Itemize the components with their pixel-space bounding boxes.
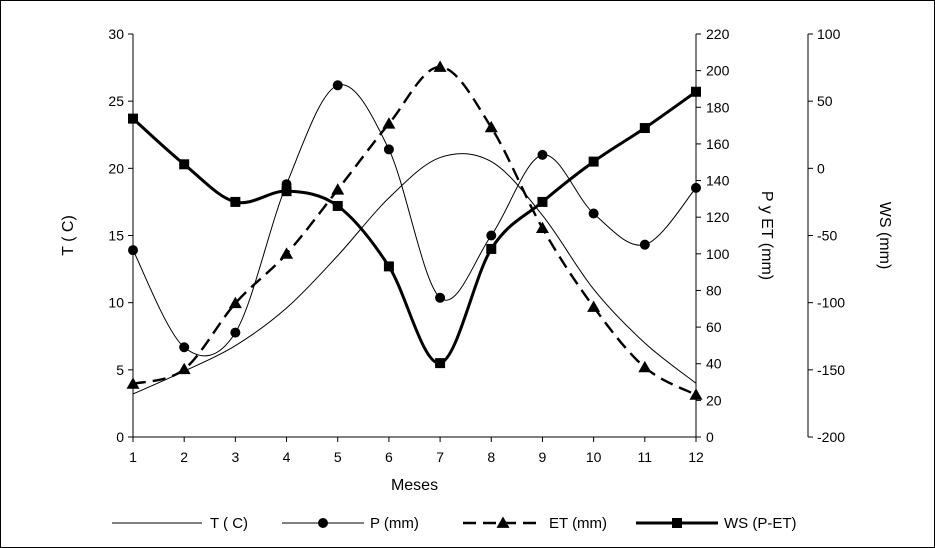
data-point bbox=[332, 80, 343, 91]
left-axis-tick-label: 30 bbox=[108, 26, 124, 42]
left-axis-tick-label: 25 bbox=[108, 93, 124, 109]
data-point bbox=[433, 60, 447, 72]
data-point bbox=[230, 327, 241, 338]
left-axis-tick-label: 0 bbox=[116, 429, 124, 445]
right-axis-tick-label: -100 bbox=[817, 295, 845, 311]
data-point bbox=[435, 292, 446, 303]
data-point bbox=[588, 208, 599, 219]
mid-axis-tick-label: 20 bbox=[706, 392, 722, 408]
data-point bbox=[588, 156, 599, 167]
legend-marker bbox=[672, 518, 682, 528]
legend-label: P (mm) bbox=[370, 515, 419, 532]
data-point bbox=[486, 243, 497, 254]
data-point bbox=[486, 230, 497, 241]
mid-axis-tick-label: 60 bbox=[706, 319, 722, 335]
data-point bbox=[177, 362, 191, 375]
mid-axis-title: P y ET (mm) bbox=[758, 191, 775, 280]
x-axis-tick-label: 9 bbox=[539, 449, 547, 465]
mid-axis-tick-label: 120 bbox=[706, 209, 730, 225]
left-axis-tick-label: 15 bbox=[108, 228, 124, 244]
left-axis-tick-label: 10 bbox=[108, 295, 124, 311]
data-point bbox=[484, 120, 498, 133]
data-point bbox=[689, 388, 703, 400]
x-axis-tick-label: 11 bbox=[638, 449, 653, 465]
series-line bbox=[132, 153, 697, 395]
data-point bbox=[537, 149, 548, 160]
left-axis-tick-label: 5 bbox=[116, 362, 124, 378]
right-axis-tick-label: 0 bbox=[817, 160, 825, 176]
x-axis-tick-label: 8 bbox=[487, 449, 495, 465]
series-line bbox=[132, 90, 697, 365]
legend-item-3: WS (P-ET) bbox=[636, 515, 797, 532]
x-axis-title: Meses bbox=[391, 477, 438, 494]
data-point bbox=[280, 247, 294, 259]
mid-axis-tick-label: 180 bbox=[706, 99, 730, 115]
series-2 bbox=[126, 60, 703, 400]
data-point bbox=[281, 186, 292, 197]
legend-item-1: P (mm) bbox=[282, 515, 419, 532]
legend-label: ET (mm) bbox=[549, 515, 607, 532]
legend-marker bbox=[318, 518, 328, 528]
right-axis-tick-label: -150 bbox=[817, 362, 845, 378]
left-axis-title: T ( C) bbox=[60, 215, 77, 256]
legend-item-0: T ( C) bbox=[112, 515, 248, 532]
x-axis-tick-label: 2 bbox=[180, 449, 188, 465]
left-axis-tick-label: 20 bbox=[108, 160, 124, 176]
data-point bbox=[126, 377, 140, 389]
x-axis-tick-label: 1 bbox=[129, 449, 137, 465]
data-point bbox=[383, 144, 394, 155]
right-axis-tick-label: 100 bbox=[817, 26, 841, 42]
data-point bbox=[537, 196, 548, 207]
data-point bbox=[691, 182, 701, 193]
data-point bbox=[587, 300, 601, 312]
x-axis-tick-label: 5 bbox=[334, 449, 342, 465]
data-point bbox=[691, 86, 701, 97]
series-line bbox=[132, 84, 697, 357]
data-point bbox=[230, 196, 241, 207]
x-axis-tick-label: 4 bbox=[283, 449, 291, 465]
legend-label: T ( C) bbox=[210, 515, 248, 532]
legend-item-2: ET (mm) bbox=[463, 515, 607, 532]
data-point bbox=[128, 113, 138, 124]
data-point bbox=[639, 123, 650, 134]
mid-axis-tick-label: 220 bbox=[706, 26, 730, 42]
right-axis-tick-label: -50 bbox=[817, 228, 837, 244]
legend-marker bbox=[496, 516, 510, 528]
x-axis-tick-label: 6 bbox=[385, 449, 393, 465]
mid-axis-tick-label: 40 bbox=[706, 356, 722, 372]
right-axis-tick-label: -200 bbox=[817, 429, 845, 445]
mid-axis-tick-label: 200 bbox=[706, 63, 730, 79]
data-point bbox=[228, 296, 242, 309]
data-point bbox=[179, 159, 190, 170]
data-point bbox=[332, 200, 343, 211]
series-layer bbox=[126, 60, 703, 400]
legend: T ( C) P (mm) ET (mm) WS (P-ET) bbox=[112, 515, 797, 532]
right-axis-title: WS (mm) bbox=[876, 202, 893, 270]
x-axis-tick-label: 12 bbox=[688, 449, 704, 465]
series-3 bbox=[128, 86, 701, 369]
mid-axis-tick-label: 140 bbox=[706, 173, 730, 189]
mid-axis-tick-label: 80 bbox=[706, 282, 722, 298]
x-axis-tick-label: 3 bbox=[231, 449, 239, 465]
right-axis-tick-label: 50 bbox=[817, 93, 833, 109]
data-point bbox=[179, 342, 190, 353]
x-axis-tick-label: 10 bbox=[586, 449, 602, 465]
mid-axis-tick-label: 0 bbox=[706, 429, 714, 445]
data-point bbox=[639, 239, 650, 250]
mid-axis-tick-label: 160 bbox=[706, 136, 730, 152]
data-point bbox=[638, 360, 652, 373]
data-point bbox=[383, 261, 394, 272]
legend-label: WS (P-ET) bbox=[724, 515, 797, 532]
data-point bbox=[128, 245, 138, 256]
x-axis-tick-label: 7 bbox=[436, 449, 444, 465]
data-point bbox=[331, 183, 345, 195]
data-point bbox=[435, 358, 446, 369]
series-0 bbox=[132, 153, 697, 395]
mid-axis-tick-label: 100 bbox=[706, 246, 730, 262]
series-1 bbox=[128, 80, 701, 357]
data-point bbox=[535, 221, 549, 234]
data-point bbox=[382, 117, 396, 129]
